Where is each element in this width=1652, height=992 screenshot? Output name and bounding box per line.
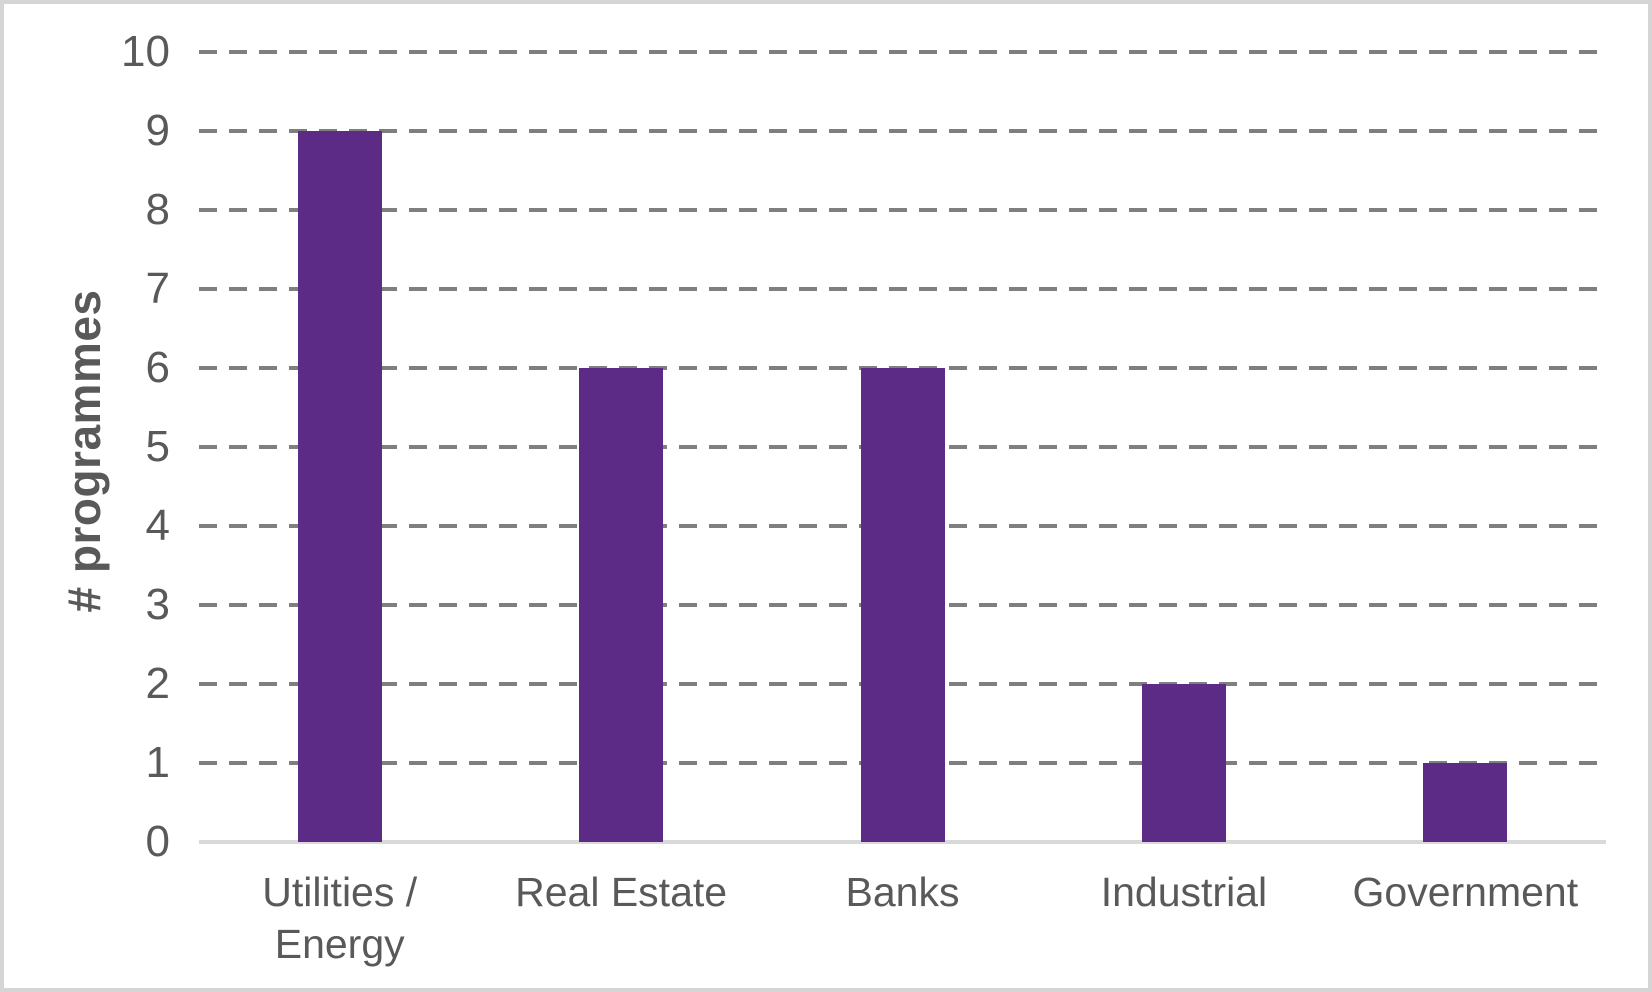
x-category-label: Banks: [845, 869, 960, 915]
gridline: [199, 287, 1606, 291]
x-axis-category-labels: Utilities / Energy Real Estate Banks Indust…: [199, 866, 1606, 970]
y-tick-label: 4: [145, 501, 170, 550]
y-tick-label: 1: [145, 738, 170, 787]
bar-slot: [762, 52, 1043, 842]
y-tick-label: 5: [145, 422, 170, 471]
x-category-label: Industrial: [1100, 869, 1268, 915]
y-tick-label: 9: [145, 106, 170, 155]
bar-slot: [199, 52, 480, 842]
y-tick-label: 2: [145, 659, 170, 708]
y-tick-label: 6: [145, 343, 170, 392]
gridline: [199, 129, 1606, 133]
bar-slot: [1325, 52, 1606, 842]
bar-slot: [1043, 52, 1324, 842]
gridline: [199, 208, 1606, 212]
x-category-label: Government: [1352, 869, 1579, 915]
plot-area: [199, 50, 1606, 844]
bar-banks: [860, 368, 945, 842]
bar-government: [1423, 763, 1508, 842]
y-axis-tick-labels: 0 1 2 3 4 5 6 7 8 9 10: [4, 30, 170, 864]
bar-utilities-energy: [297, 131, 382, 842]
y-tick-label: 3: [145, 580, 170, 629]
y-tick-label: 8: [145, 185, 170, 234]
y-tick-label: 0: [145, 817, 170, 866]
y-tick-label: 10: [121, 27, 170, 76]
bar-real-estate: [579, 368, 664, 842]
bar-industrial: [1141, 684, 1226, 842]
bars: [199, 52, 1606, 842]
gridline: [199, 50, 1606, 54]
y-tick-label: 7: [145, 264, 170, 313]
x-category-label: Utilities / Energy: [262, 869, 418, 967]
x-category-label: Real Estate: [515, 869, 728, 915]
bar-slot: [480, 52, 761, 842]
x-axis-line: [199, 840, 1606, 844]
